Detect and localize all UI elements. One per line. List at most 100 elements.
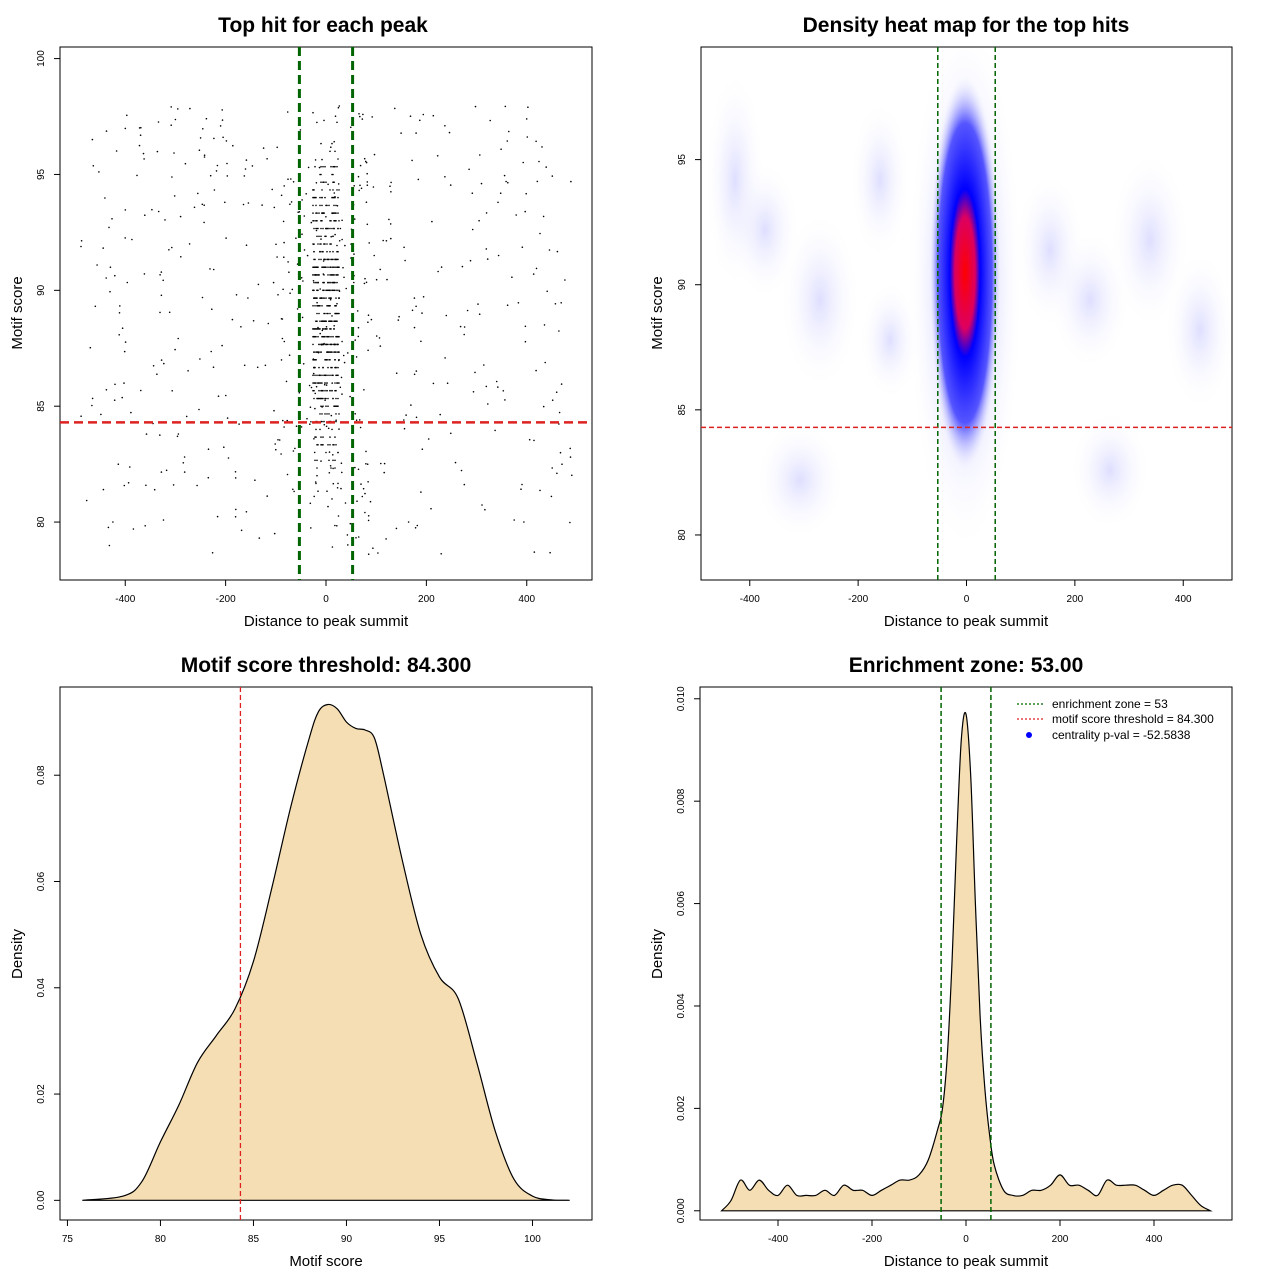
scatter-point bbox=[323, 181, 325, 183]
scatter-point bbox=[123, 350, 126, 353]
scatter-point bbox=[207, 476, 210, 479]
scatter-point bbox=[127, 482, 130, 484]
scatter-point bbox=[312, 204, 314, 207]
scatter-point bbox=[335, 297, 337, 299]
scatter-point bbox=[355, 419, 358, 422]
scatter-point bbox=[353, 281, 355, 284]
scatter-point bbox=[327, 405, 329, 408]
scatter-point bbox=[385, 240, 388, 242]
scatter-point bbox=[538, 160, 540, 163]
scatter-point bbox=[153, 488, 156, 491]
scatter-point bbox=[341, 393, 343, 395]
scatter-point bbox=[536, 180, 539, 183]
scatter-point bbox=[413, 326, 416, 329]
scatter-point bbox=[188, 243, 191, 245]
scatter-point bbox=[539, 232, 541, 235]
y-tick-label: 0.06 bbox=[36, 871, 47, 891]
scatter-point bbox=[422, 296, 425, 298]
scatter-point bbox=[336, 205, 339, 207]
scatter-point bbox=[183, 471, 186, 473]
scatter-point bbox=[354, 413, 357, 415]
scatter-point bbox=[551, 467, 553, 469]
scatter-point bbox=[276, 146, 279, 149]
scatter-point bbox=[216, 515, 219, 518]
scatter-point bbox=[287, 178, 289, 180]
scatter-point bbox=[335, 444, 337, 446]
scatter-point bbox=[523, 521, 525, 523]
scatter-point bbox=[168, 249, 170, 251]
scatter-point bbox=[324, 399, 326, 402]
scatter-point bbox=[313, 328, 315, 330]
scatter-point bbox=[367, 314, 370, 317]
scatter-point bbox=[322, 260, 325, 262]
scatter-point bbox=[329, 444, 331, 446]
scatter-point bbox=[569, 456, 572, 458]
scatter-point bbox=[322, 273, 325, 275]
scatter-point bbox=[312, 389, 314, 392]
scatter-point bbox=[313, 281, 315, 284]
scatter-point bbox=[366, 181, 369, 183]
scatter-point bbox=[171, 390, 173, 392]
scatter-point bbox=[303, 215, 306, 217]
scatter-point bbox=[367, 553, 370, 555]
scatter-point bbox=[326, 351, 328, 353]
scatter-point bbox=[333, 351, 335, 353]
scatter-point bbox=[436, 155, 439, 157]
scatter-point bbox=[338, 413, 340, 415]
scatter-point bbox=[551, 399, 554, 402]
scatter-point bbox=[471, 228, 474, 231]
x-tick-label: 0 bbox=[963, 1234, 969, 1245]
scatter-point bbox=[318, 328, 320, 330]
scatter-point bbox=[337, 250, 339, 253]
scatter-point bbox=[337, 158, 339, 160]
panel-scatter-x-axis: -400 -200 0 200 400 bbox=[115, 580, 536, 605]
scatter-point bbox=[367, 515, 370, 517]
scatter-point bbox=[341, 471, 343, 474]
scatter-point bbox=[340, 376, 343, 379]
scatter-point bbox=[118, 312, 121, 314]
scatter-point bbox=[407, 521, 410, 523]
scatter-point bbox=[326, 328, 328, 330]
panel-distance-density-ylabel: Density bbox=[649, 928, 666, 979]
scatter-point bbox=[328, 413, 330, 415]
scatter-point bbox=[264, 364, 267, 367]
scatter-point bbox=[338, 297, 340, 299]
scatter-point bbox=[288, 271, 290, 274]
scatter-point bbox=[310, 421, 312, 423]
scatter-point bbox=[331, 212, 334, 215]
scatter-point bbox=[291, 288, 294, 291]
scatter-point bbox=[316, 459, 318, 462]
scatter-point bbox=[174, 118, 177, 121]
scatter-point bbox=[313, 438, 315, 440]
scatter-point bbox=[102, 247, 104, 249]
scatter-point bbox=[280, 318, 283, 320]
scatter-point bbox=[258, 537, 261, 539]
scatter-point bbox=[226, 417, 229, 419]
scatter-point bbox=[300, 277, 303, 279]
scatter-point bbox=[532, 273, 535, 275]
scatter-point bbox=[329, 289, 331, 292]
panel-heatmap: Density heat map for the top hits -400 -2… bbox=[649, 14, 1233, 630]
y-tick-label: 100 bbox=[36, 50, 47, 67]
scatter-point bbox=[421, 312, 423, 314]
scatter-point bbox=[527, 106, 529, 108]
scatter-point bbox=[162, 279, 164, 282]
scatter-point bbox=[338, 428, 340, 430]
scatter-point bbox=[365, 281, 368, 284]
scatter-point bbox=[329, 465, 332, 467]
scatter-point bbox=[316, 467, 318, 469]
scatter-point bbox=[323, 342, 325, 345]
scatter-point bbox=[525, 118, 528, 120]
x-tick-label: -400 bbox=[768, 1234, 788, 1245]
scatter-point bbox=[478, 219, 480, 222]
scatter-point bbox=[335, 351, 337, 353]
scatter-point bbox=[526, 136, 529, 138]
scatter-point bbox=[561, 463, 563, 466]
scatter-point bbox=[145, 484, 147, 487]
heatmap-blob bbox=[730, 160, 800, 300]
panel-heatmap-ylabel: Motif score bbox=[649, 276, 666, 349]
scatter-point bbox=[504, 399, 506, 401]
scatter-point bbox=[360, 187, 363, 190]
scatter-point bbox=[314, 481, 317, 483]
scatter-point bbox=[203, 204, 205, 206]
